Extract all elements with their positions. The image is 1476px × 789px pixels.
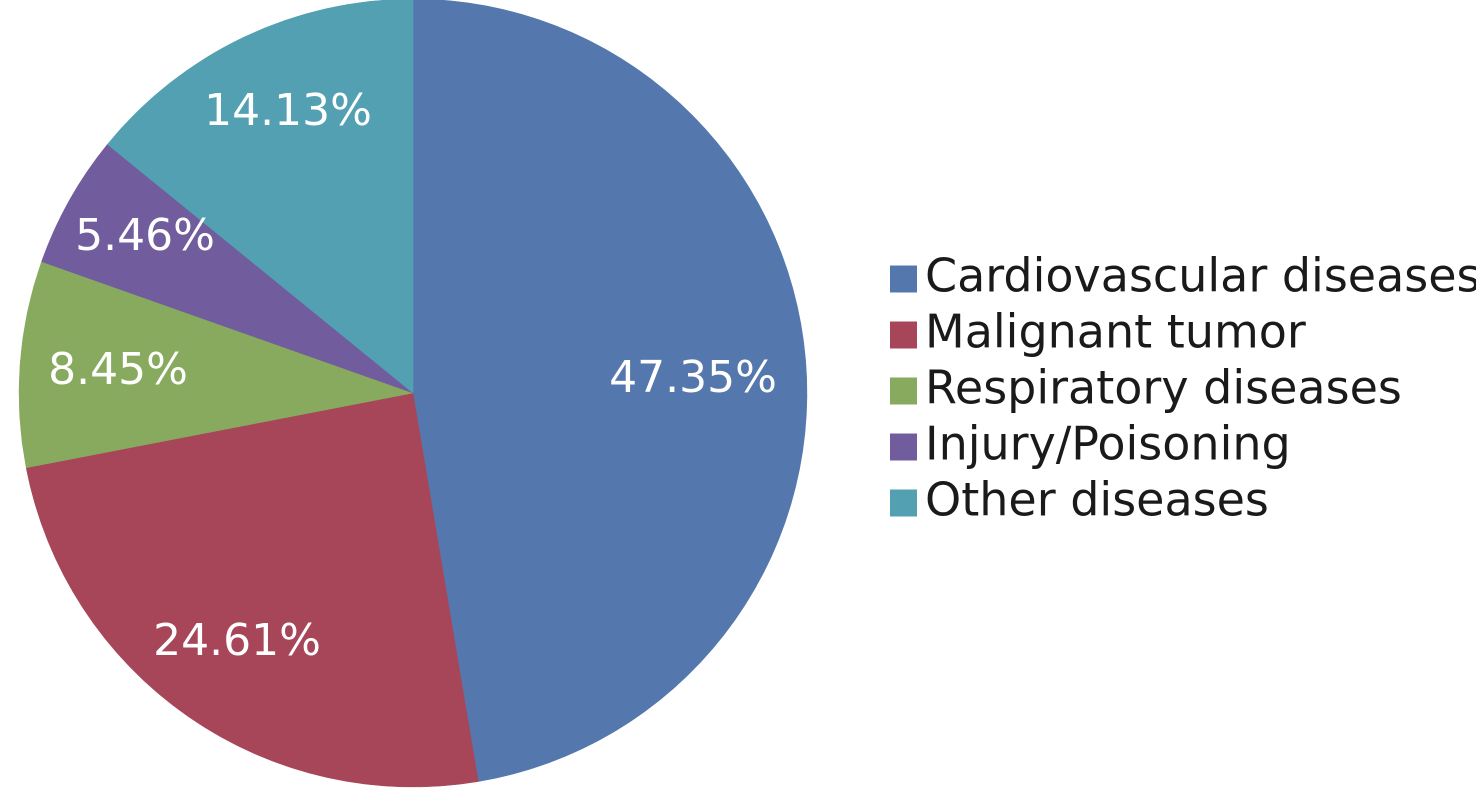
pie-data-labels: 47.35% 24.61% 8.45% 5.46% 14.13% — [48, 85, 777, 666]
legend-swatch — [890, 489, 917, 517]
legend-label: Malignant tumor — [925, 305, 1306, 359]
pie-slice-malignant-tumor — [25, 392, 479, 788]
data-label-injury-poisoning: 5.46% — [75, 210, 215, 261]
data-label-respiratory-diseases: 8.45% — [48, 344, 188, 395]
legend-label: Cardiovascular diseases — [925, 249, 1476, 303]
legend-swatch — [890, 433, 917, 461]
pie-slices — [18, 0, 808, 788]
pie-slice-respiratory-diseases — [18, 261, 414, 469]
legend-swatch — [890, 321, 917, 349]
pie-slice-other-diseases — [107, 0, 414, 394]
legend-label: Other diseases — [925, 473, 1269, 527]
legend-label: Injury/Poisoning — [925, 417, 1291, 471]
legend-item-injury-poisoning: Injury/Poisoning — [890, 417, 1291, 471]
pie-slice-injury-poisoning — [41, 143, 414, 394]
data-label-cardiovascular-diseases: 47.35% — [609, 352, 777, 403]
pie-slice-cardiovascular-diseases — [412, 0, 808, 782]
legend-label: Respiratory diseases — [925, 361, 1402, 415]
legend-item-cardiovascular-diseases: Cardiovascular diseases — [890, 249, 1476, 303]
data-label-other-diseases: 14.13% — [204, 85, 372, 136]
legend-item-malignant-tumor: Malignant tumor — [890, 305, 1306, 359]
legend-swatch — [890, 377, 917, 405]
legend-swatch — [890, 265, 917, 293]
legend-item-respiratory-diseases: Respiratory diseases — [890, 361, 1402, 415]
data-label-malignant-tumor: 24.61% — [153, 615, 321, 666]
legend-item-other-diseases: Other diseases — [890, 473, 1269, 527]
